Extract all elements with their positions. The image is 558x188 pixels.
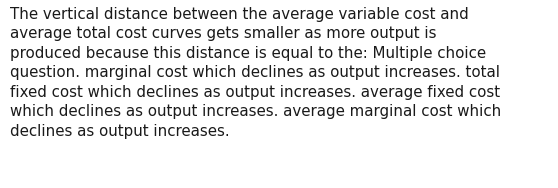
Text: The vertical distance between the average variable cost and
average total cost c: The vertical distance between the averag… (10, 7, 501, 139)
